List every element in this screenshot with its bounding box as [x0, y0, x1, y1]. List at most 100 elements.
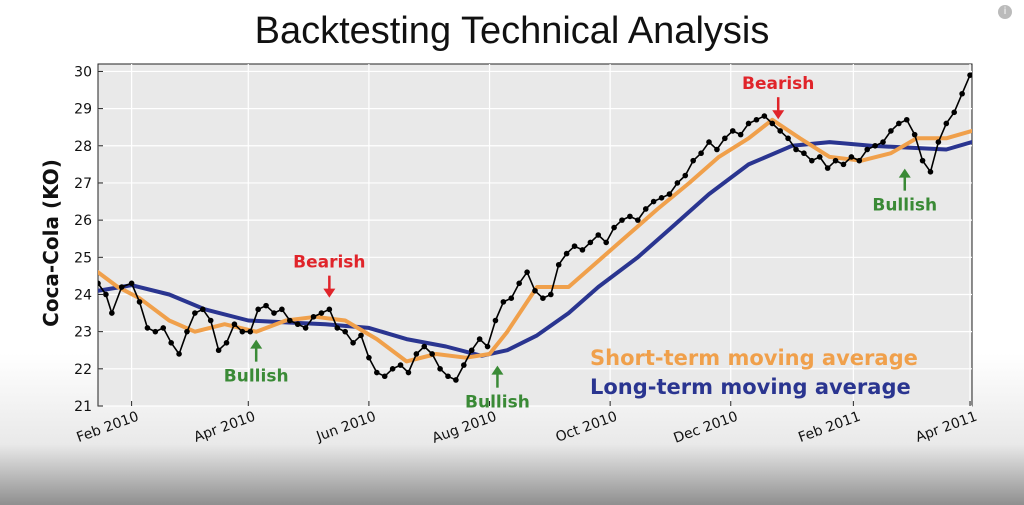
- price-point: [326, 306, 333, 313]
- plot-area: [97, 63, 973, 407]
- price-point: [508, 295, 515, 301]
- price-point: [761, 113, 768, 119]
- price-point: [856, 157, 863, 164]
- price-point: [959, 90, 965, 97]
- price-point: [587, 239, 594, 246]
- price-point: [239, 328, 246, 335]
- price-point: [98, 280, 101, 287]
- price-point: [919, 157, 926, 164]
- price-point: [753, 116, 760, 123]
- price-point: [484, 343, 491, 350]
- price-point: [302, 325, 309, 331]
- price-point: [247, 328, 254, 335]
- price-point: [967, 72, 972, 78]
- price-point: [943, 120, 950, 127]
- price-point: [951, 109, 958, 116]
- price-point: [103, 291, 109, 298]
- price-point: [769, 120, 776, 127]
- y-axis-label: Coca-Cola (KO): [39, 159, 63, 327]
- price-point: [176, 351, 182, 357]
- price-point: [927, 169, 934, 175]
- price-point: [492, 317, 499, 324]
- price-point: [611, 224, 617, 231]
- price-point: [500, 299, 507, 305]
- price-point: [540, 295, 546, 301]
- long-term-moving-average-line: [98, 140, 972, 358]
- price-point: [468, 347, 475, 354]
- price-point: [421, 343, 428, 350]
- price-point: [389, 366, 396, 372]
- price-point: [118, 284, 125, 290]
- short-term-moving-average-line: [98, 117, 972, 364]
- price-point: [287, 317, 293, 324]
- price-point: [666, 191, 673, 197]
- price-point: [619, 217, 625, 223]
- price-point: [816, 154, 823, 160]
- price-point: [888, 128, 894, 134]
- price-point: [682, 172, 689, 179]
- price-point: [128, 280, 135, 287]
- price-point: [571, 243, 578, 249]
- x-tick-label: Jun 2010: [314, 409, 379, 446]
- price-point: [168, 340, 174, 346]
- x-tick-label: Aug 2010: [430, 409, 499, 447]
- price-point: [840, 161, 847, 168]
- price-point: [207, 317, 214, 324]
- legend-entry: Short-term moving average: [590, 346, 918, 370]
- signal-bullish: Bullish: [465, 365, 530, 413]
- signal-bearish: Bearish: [293, 253, 366, 298]
- price-point: [200, 306, 206, 313]
- y-tick-label: 21: [74, 399, 92, 415]
- price-point: [714, 146, 720, 153]
- info-icon[interactable]: i: [998, 5, 1012, 19]
- y-tick-label: 29: [74, 102, 92, 118]
- x-tick-label: Feb 2011: [796, 409, 862, 446]
- price-point: [832, 157, 839, 164]
- price-point: [737, 131, 744, 138]
- price-point: [777, 128, 783, 134]
- price-point: [279, 306, 285, 313]
- x-tick-label: Dec 2010: [672, 409, 741, 447]
- price-point: [429, 351, 435, 357]
- signal-label: Bullish: [872, 196, 937, 216]
- price-point: [864, 146, 870, 153]
- price-point: [192, 310, 198, 316]
- price-point: [524, 269, 530, 275]
- price-point: [911, 131, 918, 138]
- price-point: [397, 362, 404, 368]
- price-point: [690, 157, 696, 164]
- price-point: [294, 321, 301, 328]
- price-point: [642, 206, 649, 212]
- y-tick-label: 23: [74, 325, 92, 341]
- annotations: Bearish Bullish Bullish Bearish Bullish: [224, 74, 937, 412]
- y-tick-label: 25: [74, 250, 92, 266]
- price-point: [413, 351, 420, 357]
- signal-bullish: Bullish: [872, 168, 937, 216]
- price-point: [706, 139, 712, 145]
- price-point: [461, 362, 467, 368]
- price-point: [215, 347, 222, 354]
- price-point: [516, 280, 522, 287]
- price-point: [318, 310, 325, 316]
- price-point: [366, 354, 372, 361]
- price-point: [935, 139, 942, 145]
- price-point: [896, 120, 902, 127]
- arrow-head-icon: [323, 288, 336, 298]
- signal-label: Bullish: [465, 393, 530, 413]
- arrow-head-icon: [250, 339, 263, 349]
- price-point: [358, 332, 364, 339]
- price-point: [136, 299, 143, 305]
- price-point: [785, 135, 791, 142]
- legend-entry: Long-term moving average: [590, 375, 911, 399]
- price-point: [350, 340, 356, 346]
- price-point: [437, 366, 443, 372]
- arrow-head-icon: [898, 168, 911, 178]
- price-point: [231, 321, 238, 328]
- y-tick-label: 26: [74, 213, 92, 229]
- price-point: [476, 336, 483, 342]
- price-point: [824, 165, 831, 171]
- x-tick-label: Apr 2011: [913, 409, 979, 446]
- price-point: [872, 142, 878, 149]
- price-point: [563, 250, 570, 257]
